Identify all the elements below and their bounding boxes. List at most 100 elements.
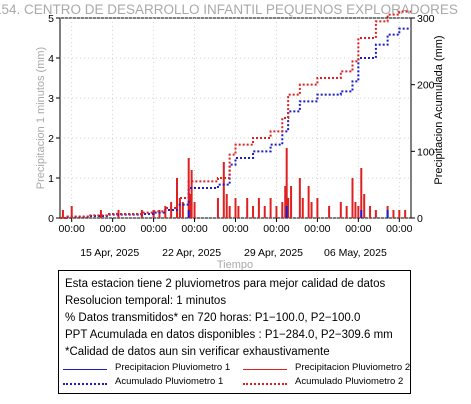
accumulated-series-line bbox=[60, 27, 411, 219]
precipitation-bar bbox=[360, 210, 363, 218]
precipitation-bar bbox=[351, 178, 354, 218]
precipitation-bar bbox=[269, 198, 272, 218]
precipitation-bar bbox=[307, 186, 310, 218]
x-tick-time-label: 00:00 bbox=[386, 223, 412, 235]
precipitation-bar bbox=[178, 198, 181, 218]
precipitation-bar bbox=[392, 210, 395, 218]
y-left-tick-label: 5 bbox=[48, 13, 54, 25]
accumulated-lines bbox=[60, 10, 411, 219]
y-left-tick-label: 0 bbox=[48, 213, 54, 225]
precipitation-bar bbox=[275, 206, 278, 218]
x-tick-date-label: 06 May, 2025 bbox=[324, 247, 387, 259]
precipitation-bar bbox=[228, 206, 231, 218]
x-tick-time-label: 00:00 bbox=[59, 223, 85, 235]
precipitation-bar bbox=[284, 186, 287, 218]
precipitation-bars bbox=[61, 148, 407, 218]
x-tick-time-label: 00:00 bbox=[181, 223, 207, 235]
x-tick-time-label: 00:00 bbox=[263, 223, 289, 235]
precipitation-bar bbox=[252, 206, 255, 218]
precipitation-bar bbox=[181, 202, 184, 218]
y-right-tick-label: 0 bbox=[417, 213, 423, 225]
x-tick-time-label: 00:00 bbox=[140, 223, 166, 235]
precipitation-bar bbox=[99, 210, 102, 218]
precipitation-bar bbox=[190, 170, 193, 218]
precipitation-bar bbox=[170, 202, 173, 218]
precipitation-bar bbox=[298, 178, 301, 218]
precipitation-bar bbox=[187, 210, 190, 218]
x-axis-label: Tiempo bbox=[217, 259, 253, 270]
info-line-resolution: Resolucion temporal: 1 minutos bbox=[65, 295, 227, 307]
legend-swatch-p1-precip bbox=[63, 369, 107, 370]
y-axis-left-label: Precipitacion 1 minutos (mm) bbox=[35, 47, 47, 189]
precipitation-bar bbox=[61, 210, 64, 218]
precipitation-bar bbox=[189, 194, 192, 218]
precipitation-bar bbox=[290, 186, 293, 218]
precipitation-bar bbox=[234, 198, 237, 218]
precipitation-bar bbox=[158, 210, 161, 218]
y-axis-right: 0 100 200 300 bbox=[411, 13, 435, 225]
info-line-accumulated: PPT Acumulada en datos disponibles : P1−… bbox=[65, 329, 393, 341]
x-tick-date-label: 22 Apr, 2025 bbox=[162, 247, 221, 259]
precipitation-bar bbox=[328, 206, 331, 218]
precipitation-bar bbox=[246, 198, 249, 218]
y-right-tick-label: 300 bbox=[417, 13, 435, 25]
precipitation-bar bbox=[369, 206, 372, 218]
precipitation-bar bbox=[339, 202, 342, 218]
precipitation-bar bbox=[285, 206, 288, 218]
legend-swatch-p2-precip bbox=[243, 369, 287, 370]
info-box: Esta estacion tiene 2 pluviometros para … bbox=[58, 270, 411, 394]
info-line-stations: Esta estacion tiene 2 pluviometros para … bbox=[65, 278, 386, 290]
precipitation-bar bbox=[237, 206, 240, 218]
precipitation-bar bbox=[225, 194, 228, 218]
precipitation-bar bbox=[216, 198, 219, 218]
legend-label-p1-acum: Acumulado Pluviometro 1 bbox=[115, 376, 224, 387]
y-right-tick-label: 100 bbox=[417, 146, 435, 158]
precipitation-bar bbox=[357, 206, 360, 218]
precipitation-bar bbox=[301, 198, 304, 218]
precipitation-bar bbox=[281, 202, 284, 218]
x-tick-date-label: 29 Apr, 2025 bbox=[244, 247, 303, 259]
precipitation-bar bbox=[257, 198, 260, 218]
info-line-transmitted: % Datos transmitidos* en 720 horas: P1−1… bbox=[65, 312, 361, 324]
y-right-tick-label: 200 bbox=[417, 80, 435, 92]
legend-label-p2-precip: Precipitacion Pluviometro 2 bbox=[295, 362, 411, 373]
precipitation-bar bbox=[404, 210, 407, 218]
y-axis-left: 0 1 2 3 4 5 bbox=[48, 13, 60, 225]
precipitation-bar bbox=[287, 198, 290, 218]
y-left-tick-label: 3 bbox=[48, 93, 54, 105]
y-left-tick-label: 2 bbox=[48, 133, 54, 145]
chart-title: 154. CENTRO DE DESARROLLO INFANTIL PEQUE… bbox=[0, 2, 458, 17]
x-tick-time-label: 00:00 bbox=[345, 223, 371, 235]
accumulated-series-line bbox=[60, 10, 411, 219]
x-axis: 00:00 00:00 00:00 00:00 00:00 00:00 00:00 00:00… bbox=[59, 218, 413, 259]
y-axis-right-label: Precipitacion Acumulada (mm) bbox=[433, 35, 445, 184]
info-line-quality: *Calidad de datos aun sin verificar exha… bbox=[65, 346, 330, 358]
legend-swatch-p1-acum bbox=[63, 383, 107, 385]
precipitation-bar bbox=[164, 206, 167, 218]
precipitation-bar bbox=[310, 202, 313, 218]
precipitation-bar bbox=[285, 148, 288, 218]
precipitation-bar bbox=[193, 202, 196, 218]
x-tick-time-label: 00:00 bbox=[222, 223, 248, 235]
rainfall-chart: 154. CENTRO DE DESARROLLO INFANTIL PEQUE… bbox=[0, 2, 458, 270]
precipitation-bar bbox=[345, 206, 348, 218]
precipitation-bar bbox=[316, 198, 319, 218]
precipitation-bar bbox=[374, 210, 377, 218]
x-tick-time-label: 00:00 bbox=[100, 223, 126, 235]
y-left-tick-label: 4 bbox=[48, 53, 54, 65]
precipitation-bar bbox=[222, 162, 225, 218]
precipitation-bar bbox=[187, 158, 190, 218]
precipitation-bar bbox=[70, 206, 73, 218]
legend-swatch-p2-acum bbox=[243, 383, 287, 385]
y-left-tick-label: 1 bbox=[48, 173, 54, 185]
precipitation-bar bbox=[354, 202, 357, 218]
legend-label-p1-precip: Precipitacion Pluviometro 1 bbox=[115, 362, 231, 373]
precipitation-bar bbox=[263, 206, 266, 218]
x-tick-date-label: 15 Apr, 2025 bbox=[80, 247, 139, 259]
precipitation-bar bbox=[398, 210, 401, 218]
precipitation-bar bbox=[360, 168, 363, 218]
x-tick-time-label: 00:00 bbox=[304, 223, 330, 235]
precipitation-bar bbox=[363, 194, 366, 218]
precipitation-bar bbox=[386, 210, 389, 218]
legend-label-p2-acum: Acumulado Pluviometro 2 bbox=[295, 376, 404, 387]
